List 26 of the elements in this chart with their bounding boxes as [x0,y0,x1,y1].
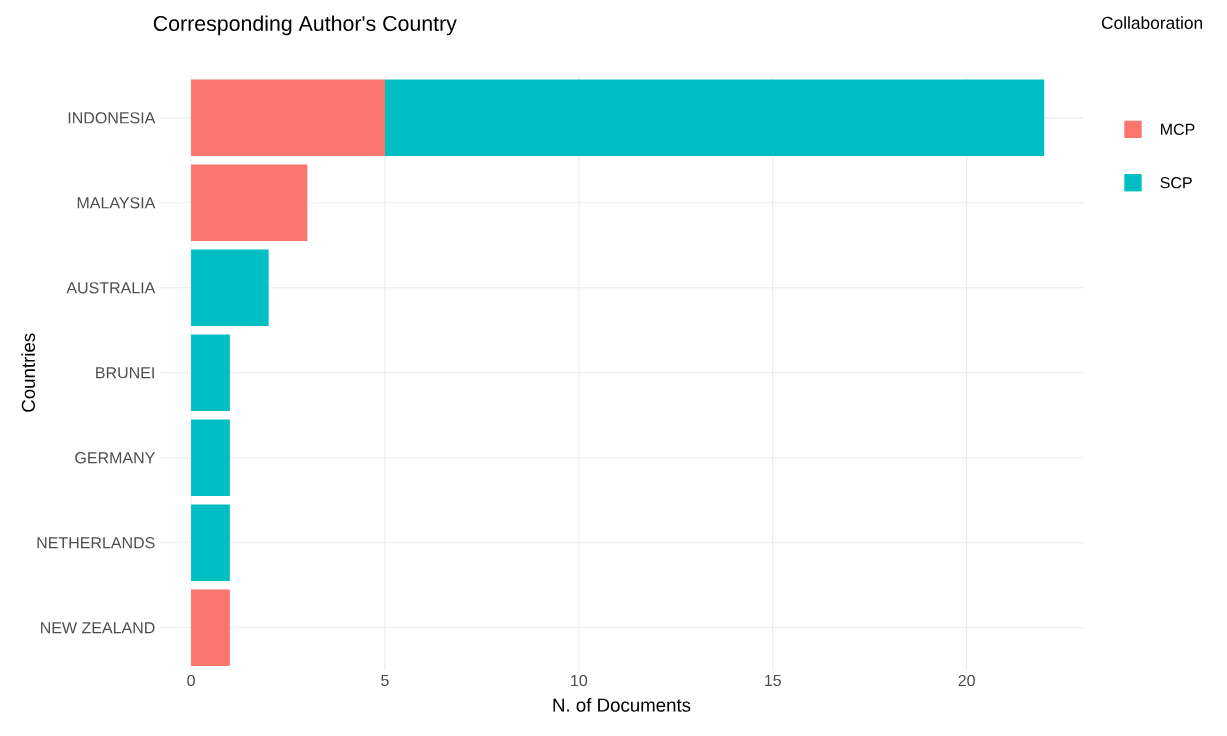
y-tick-label: MALAYSIA [77,197,156,209]
x-tick-label: 10 [571,674,588,687]
x-tick-label: 15 [765,674,781,686]
legend-label: SCP [1160,176,1192,189]
y-tick-label: AUSTRALIA [66,282,156,294]
x-tick-label: 0 [187,674,195,687]
x-axis-title: N. of Documents [553,697,691,712]
y-tick-label: INDONESIA [68,112,156,124]
legend-label: MCP [1161,123,1195,135]
bar [191,249,269,326]
bar [191,164,308,241]
bar [191,504,230,581]
legend-title: Collaboration [1101,16,1203,29]
bar [191,589,230,666]
chart-title: Corresponding Author's Country [153,15,457,36]
bar [384,79,1045,156]
bar [191,334,230,411]
bar [191,79,385,156]
y-tick-label: NEW ZEALAND [41,622,155,634]
y-axis-title: Countries [21,333,36,412]
y-tick-label: BRUNEI [96,367,154,379]
bar [191,419,230,496]
y-tick-label: NETHERLANDS [37,536,155,549]
x-tick-label: 5 [381,674,389,686]
x-tick-label: 20 [958,674,975,687]
y-tick-label: GERMANY [75,452,155,464]
